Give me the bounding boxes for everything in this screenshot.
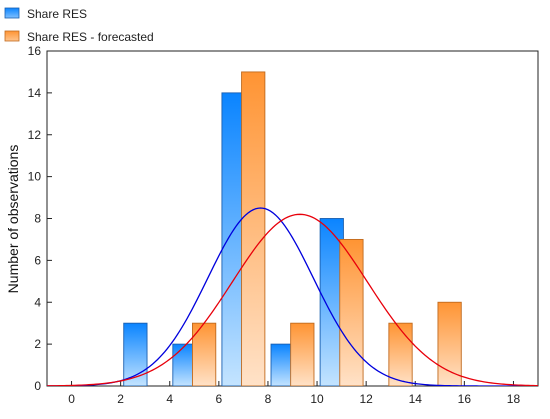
legend-item-share-res: Share RES — [4, 7, 87, 21]
bar-share-res — [123, 322, 148, 386]
y-tick-label: 8 — [34, 212, 41, 226]
y-tick-label: 0 — [34, 379, 41, 393]
legend-item-share-res-forecasted: Share RES - forecasted — [4, 30, 154, 44]
y-tick-label: 12 — [28, 128, 42, 142]
x-axis: 0 2 4 6 8 10 12 14 16 18 — [68, 381, 520, 406]
x-tick-label: 16 — [458, 392, 472, 406]
bar-share-res-forecasted — [388, 322, 413, 386]
bars-group — [123, 71, 462, 386]
x-tick-label: 14 — [409, 392, 423, 406]
legend: Share RES Share RES - forecasted — [4, 7, 154, 44]
x-tick-label: 8 — [265, 392, 272, 406]
y-tick-label: 14 — [28, 86, 42, 100]
x-tick-label: 0 — [68, 392, 75, 406]
x-tick-label: 12 — [359, 392, 373, 406]
y-tick-label: 4 — [34, 295, 41, 309]
legend-label-share-res: Share RES — [27, 7, 87, 21]
legend-swatch-share-res — [4, 7, 20, 19]
y-tick-label: 16 — [28, 44, 42, 58]
y-axis: 0 2 4 6 8 10 12 14 16 — [28, 44, 52, 393]
fit-curve-share-res — [47, 207, 538, 386]
bar-share-res-forecasted — [241, 71, 266, 386]
x-tick-label: 10 — [310, 392, 324, 406]
x-tick-label: 4 — [166, 392, 173, 406]
legend-label-share-res-forecasted: Share RES - forecasted — [27, 30, 154, 44]
x-tick-label: 2 — [117, 392, 124, 406]
bar-share-res-forecasted — [339, 238, 364, 386]
y-tick-label: 10 — [28, 170, 42, 184]
bar-share-res-forecasted — [290, 322, 315, 386]
y-axis-label: Number of observations — [5, 145, 21, 294]
fit-curves-group — [47, 207, 538, 386]
legend-swatch-share-res-forecasted — [4, 30, 20, 42]
bar-share-res-forecasted — [437, 301, 462, 386]
fit-curve-share-res-forecasted — [47, 213, 538, 386]
x-tick-label: 18 — [507, 392, 521, 406]
y-tick-label: 6 — [34, 253, 41, 267]
y-tick-label: 2 — [34, 337, 41, 351]
x-tick-label: 6 — [216, 392, 223, 406]
